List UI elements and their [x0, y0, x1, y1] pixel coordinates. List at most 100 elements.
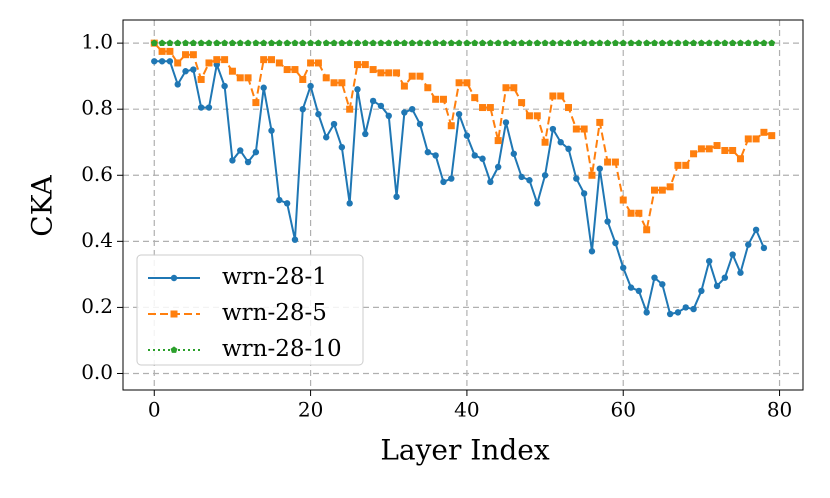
- marker: [479, 155, 486, 162]
- marker: [322, 39, 330, 47]
- marker: [393, 193, 400, 200]
- marker: [682, 304, 689, 311]
- marker: [713, 282, 721, 290]
- marker: [158, 39, 166, 47]
- x-tick-label: 60: [611, 398, 636, 422]
- marker: [659, 281, 666, 288]
- marker: [580, 190, 588, 197]
- marker: [674, 39, 682, 47]
- marker: [768, 132, 776, 140]
- marker: [400, 39, 408, 47]
- marker: [252, 39, 260, 47]
- legend-marker: [170, 310, 178, 318]
- marker: [205, 104, 213, 111]
- marker: [354, 86, 361, 93]
- marker: [252, 99, 260, 107]
- plot-frame: [122, 19, 804, 391]
- marker: [627, 209, 635, 217]
- marker: [283, 66, 291, 74]
- marker: [541, 172, 549, 179]
- marker: [369, 97, 377, 105]
- marker: [432, 39, 440, 47]
- marker: [588, 171, 596, 179]
- marker: [572, 39, 580, 47]
- marker: [221, 56, 229, 64]
- marker: [706, 257, 713, 265]
- marker: [721, 146, 729, 154]
- marker: [330, 79, 338, 87]
- marker: [534, 200, 541, 207]
- marker: [752, 39, 760, 47]
- marker: [721, 274, 729, 281]
- marker: [361, 39, 369, 47]
- marker: [174, 81, 181, 88]
- marker: [408, 39, 416, 47]
- marker: [635, 209, 643, 217]
- marker: [588, 39, 596, 47]
- marker: [658, 186, 666, 194]
- marker: [627, 39, 635, 47]
- marker: [408, 72, 416, 80]
- marker: [494, 163, 502, 171]
- marker: [479, 104, 487, 112]
- marker: [330, 120, 338, 128]
- marker: [338, 143, 346, 151]
- marker: [729, 39, 737, 47]
- marker: [760, 128, 768, 136]
- marker: [643, 39, 651, 47]
- marker: [518, 39, 526, 47]
- marker: [580, 125, 588, 133]
- marker: [213, 56, 221, 64]
- marker: [541, 138, 549, 146]
- marker: [166, 39, 174, 47]
- marker: [174, 39, 182, 47]
- marker: [533, 112, 541, 120]
- legend-marker: [170, 346, 178, 353]
- marker: [221, 39, 229, 47]
- marker: [385, 39, 393, 47]
- marker: [377, 39, 385, 47]
- series-line: [153, 42, 773, 233]
- marker: [401, 109, 408, 116]
- marker: [190, 66, 197, 73]
- marker: [260, 56, 268, 64]
- marker: [362, 130, 369, 138]
- marker: [213, 39, 221, 47]
- marker: [736, 155, 744, 163]
- marker: [197, 75, 205, 83]
- marker: [557, 39, 565, 47]
- marker: [182, 51, 190, 59]
- marker: [393, 69, 401, 77]
- marker: [682, 39, 690, 47]
- marker: [260, 39, 268, 47]
- marker: [291, 39, 299, 47]
- marker: [611, 39, 619, 47]
- marker: [440, 178, 447, 186]
- marker: [502, 119, 510, 126]
- marker: [596, 39, 604, 47]
- marker: [737, 39, 744, 47]
- marker: [189, 39, 197, 47]
- marker: [260, 84, 267, 91]
- marker: [377, 69, 385, 77]
- marker: [549, 125, 557, 133]
- marker: [455, 110, 463, 118]
- marker: [768, 39, 776, 47]
- marker: [275, 39, 283, 47]
- marker: [580, 39, 588, 47]
- marker: [526, 39, 533, 47]
- marker: [416, 72, 424, 80]
- marker: [596, 118, 604, 126]
- marker: [314, 59, 322, 67]
- marker: [737, 269, 744, 276]
- x-tick-label: 0: [148, 398, 161, 422]
- x-tick-label: 20: [298, 398, 323, 422]
- marker: [651, 274, 658, 281]
- marker: [705, 145, 713, 153]
- marker: [494, 137, 502, 145]
- marker: [565, 104, 573, 112]
- marker: [674, 309, 682, 316]
- marker: [573, 175, 580, 182]
- marker: [228, 67, 236, 75]
- marker: [549, 92, 557, 100]
